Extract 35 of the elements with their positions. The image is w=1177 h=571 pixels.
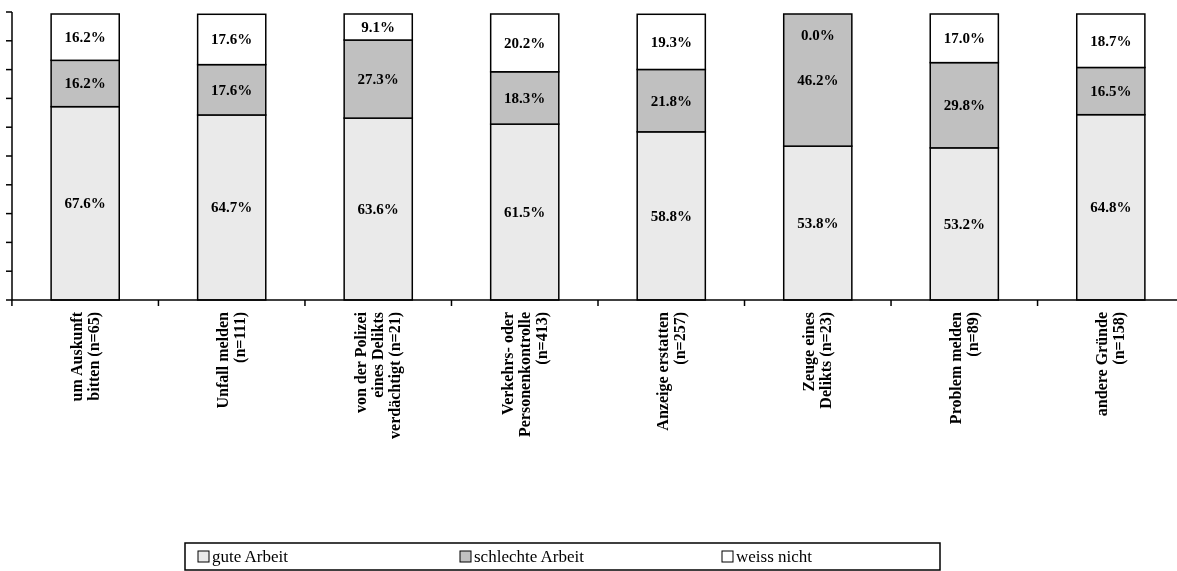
data-label: 27.3%	[357, 71, 399, 88]
data-label: 53.8%	[797, 215, 839, 232]
x-tick-label: Zeuge eines Delikts (n=23)	[800, 312, 836, 409]
x-tick-label: andere Gründe (n=158)	[1093, 312, 1129, 417]
data-label: 18.3%	[504, 89, 546, 106]
data-label: 17.6%	[211, 81, 253, 98]
data-label: 64.7%	[211, 199, 253, 216]
data-label: 19.3%	[650, 33, 692, 50]
data-label: 0.0%	[800, 27, 835, 43]
data-label: 58.8%	[650, 207, 692, 224]
data-label: 63.6%	[357, 201, 399, 218]
data-label: 61.5%	[504, 204, 546, 221]
data-label: 67.6%	[64, 195, 106, 212]
data-label: 16.2%	[64, 75, 106, 92]
data-label: 17.0%	[943, 30, 985, 47]
legend-label: gute Arbeit	[212, 547, 289, 566]
x-tick-label: Unfall melden (n=111)	[214, 311, 250, 409]
data-label: 46.2%	[797, 72, 839, 89]
data-label: 20.2%	[504, 34, 546, 51]
data-label: 9.1%	[361, 19, 396, 36]
x-tick-label: Anzeige erstatten (n=257)	[653, 311, 689, 431]
data-label: 29.8%	[943, 97, 985, 114]
legend-label: schlechte Arbeit	[474, 547, 585, 566]
legend-label: weiss nicht	[736, 547, 813, 566]
data-label: 64.8%	[1090, 199, 1132, 216]
data-label: 53.2%	[943, 215, 985, 232]
data-label: 16.5%	[1090, 83, 1132, 100]
x-tick-label: um Auskunft bitten (n=65)	[67, 311, 103, 402]
data-label: 17.6%	[211, 31, 253, 48]
x-tick-label: Verkehrs- oder Personenkontrolle (n=413)	[498, 312, 551, 438]
data-label: 16.2%	[64, 29, 106, 46]
data-label: 18.7%	[1090, 32, 1132, 49]
data-label: 21.8%	[650, 92, 692, 109]
x-tick-label: Problem melden (n=89)	[946, 311, 982, 425]
x-tick-label: von der Polizei eines Delikts verdächtigt (n=21)	[352, 311, 405, 439]
